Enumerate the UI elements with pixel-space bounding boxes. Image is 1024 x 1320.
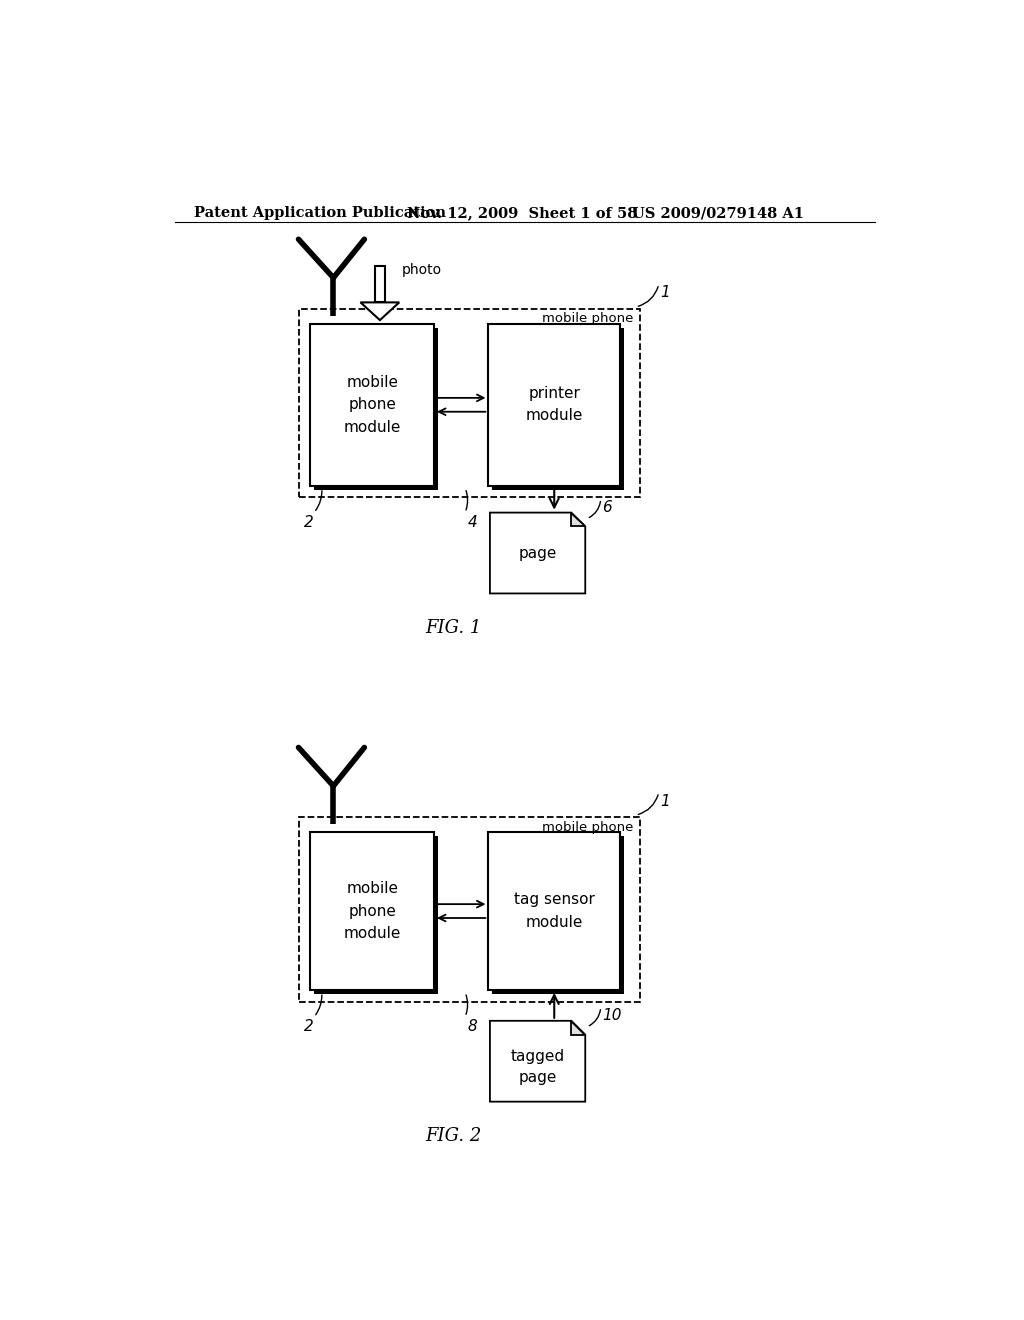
PathPatch shape	[489, 512, 586, 594]
Text: tagged
page: tagged page	[511, 1049, 564, 1085]
Text: 2: 2	[304, 1019, 313, 1035]
Bar	[299, 309, 640, 498]
Bar	[299, 817, 640, 1002]
Text: 1: 1	[660, 285, 670, 301]
Text: mobile
phone
module: mobile phone module	[343, 882, 400, 941]
Text: FIG. 2: FIG. 2	[425, 1127, 481, 1146]
Bar	[493, 327, 624, 490]
Bar	[493, 836, 624, 994]
Text: FIG. 1: FIG. 1	[425, 619, 481, 638]
Text: 10: 10	[602, 1008, 622, 1023]
Text: 1: 1	[660, 793, 670, 809]
Bar	[488, 323, 621, 486]
Text: mobile phone: mobile phone	[542, 313, 633, 326]
Text: printer
module: printer module	[525, 387, 583, 424]
Bar	[310, 323, 434, 486]
PathPatch shape	[489, 1020, 586, 1102]
Text: Nov. 12, 2009  Sheet 1 of 58: Nov. 12, 2009 Sheet 1 of 58	[407, 206, 637, 220]
Text: page: page	[518, 545, 557, 561]
Text: photo: photo	[401, 263, 441, 277]
PathPatch shape	[571, 1020, 586, 1035]
Text: US 2009/0279148 A1: US 2009/0279148 A1	[632, 206, 804, 220]
Bar	[314, 836, 438, 994]
PathPatch shape	[360, 302, 399, 321]
Bar	[488, 832, 621, 990]
Text: mobile
phone
module: mobile phone module	[343, 375, 400, 434]
Text: Patent Application Publication: Patent Application Publication	[194, 206, 445, 220]
Text: 6: 6	[602, 500, 612, 515]
PathPatch shape	[571, 512, 586, 527]
Text: mobile phone: mobile phone	[542, 821, 633, 834]
Bar	[310, 832, 434, 990]
Bar	[314, 327, 438, 490]
Text: 8: 8	[467, 1019, 477, 1035]
Text: 4: 4	[467, 515, 477, 529]
Bar	[375, 267, 385, 302]
Text: 2: 2	[304, 515, 313, 529]
Text: tag sensor
module: tag sensor module	[514, 892, 595, 929]
